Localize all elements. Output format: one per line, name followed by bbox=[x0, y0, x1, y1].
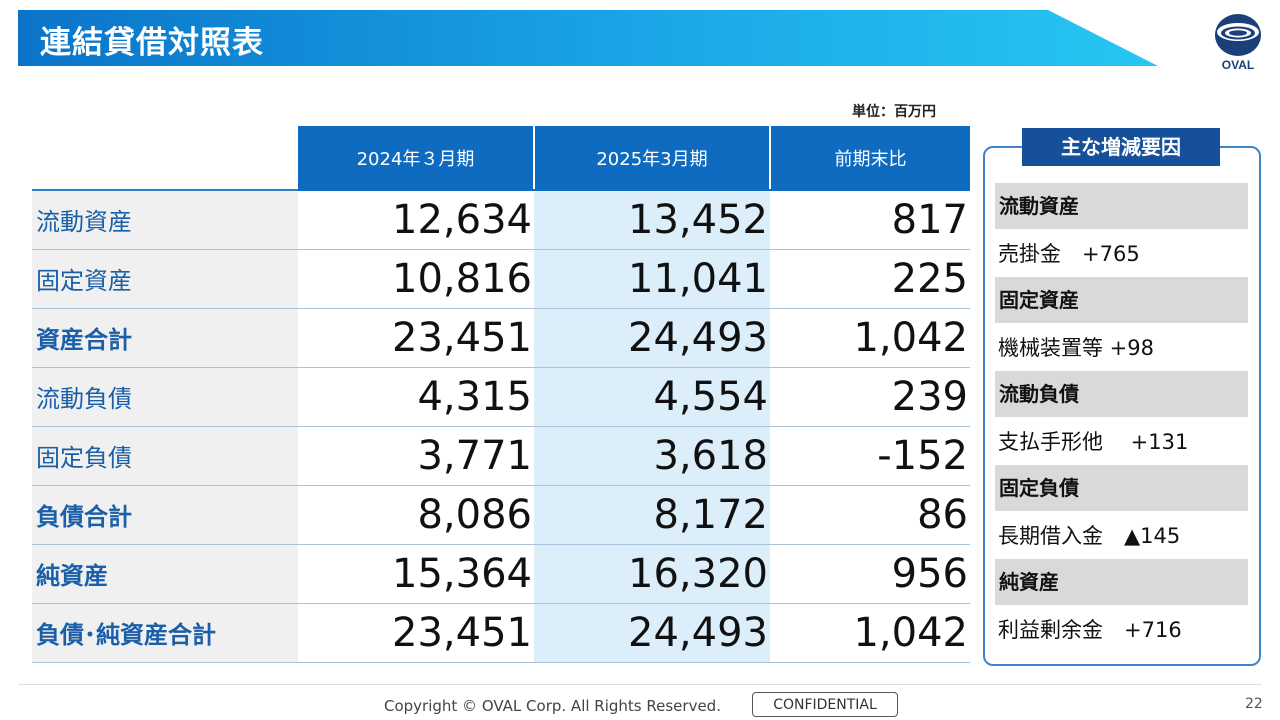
factor-heading: 流動負債 bbox=[995, 371, 1248, 417]
value-2025: 11,041 bbox=[534, 249, 770, 309]
table-row: 流動負債 4,315 4,554 239 bbox=[32, 367, 970, 427]
value-diff: 225 bbox=[770, 249, 970, 309]
table-row: 負債･純資産合計 23,451 24,493 1,042 bbox=[32, 603, 970, 663]
value-diff: 1,042 bbox=[770, 308, 970, 368]
value-diff: 1,042 bbox=[770, 603, 970, 663]
header-2025: 2025年3月期 bbox=[534, 126, 771, 191]
table-row: 固定負債 3,771 3,618 -152 bbox=[32, 426, 970, 486]
balance-sheet-table: 2024年３月期 2025年3月期 前期末比 流動資産 12,634 13,452 8… bbox=[32, 126, 970, 663]
value-2024: 23,451 bbox=[298, 308, 534, 368]
header-diff: 前期末比 bbox=[770, 126, 970, 191]
factor-heading: 固定負債 bbox=[995, 465, 1248, 511]
row-label: 負債･純資産合計 bbox=[32, 603, 298, 663]
copyright-text: Copyright © OVAL Corp. All Rights Reserv… bbox=[384, 697, 721, 715]
header-corner bbox=[32, 126, 298, 191]
value-2024: 4,315 bbox=[298, 367, 534, 427]
factor-detail: 支払手形他 +131 bbox=[998, 430, 1189, 454]
factor-heading: 純資産 bbox=[995, 559, 1248, 605]
value-diff: 817 bbox=[770, 190, 970, 250]
row-label: 固定資産 bbox=[32, 249, 298, 309]
factor-detail: 機械装置等 +98 bbox=[998, 336, 1154, 360]
value-2024: 12,634 bbox=[298, 190, 534, 250]
value-2025: 8,172 bbox=[534, 485, 770, 545]
value-2025: 24,493 bbox=[534, 308, 770, 368]
table-row: 負債合計 8,086 8,172 86 bbox=[32, 485, 970, 545]
table-row: 流動資産 12,634 13,452 817 bbox=[32, 190, 970, 250]
table-row: 固定資産 10,816 11,041 225 bbox=[32, 249, 970, 309]
value-2025: 3,618 bbox=[534, 426, 770, 486]
value-2025: 13,452 bbox=[534, 190, 770, 250]
factor-heading: 流動資産 bbox=[995, 183, 1248, 229]
value-diff: 86 bbox=[770, 485, 970, 545]
page-number: 22 bbox=[1245, 696, 1263, 712]
value-diff: -152 bbox=[770, 426, 970, 486]
value-diff: 239 bbox=[770, 367, 970, 427]
confidential-badge: CONFIDENTIAL bbox=[752, 692, 898, 717]
oval-logo-icon bbox=[1215, 14, 1261, 56]
value-2025: 16,320 bbox=[534, 544, 770, 604]
factor-detail: 長期借入金 ▲145 bbox=[998, 524, 1181, 548]
factors-title: 主な増減要因 bbox=[1022, 128, 1220, 166]
row-label: 流動負債 bbox=[32, 367, 298, 427]
header-2024: 2024年３月期 bbox=[298, 126, 535, 191]
oval-logo: OVAL bbox=[1208, 12, 1268, 74]
row-label: 固定負債 bbox=[32, 426, 298, 486]
table-row: 資産合計 23,451 24,493 1,042 bbox=[32, 308, 970, 368]
value-2025: 4,554 bbox=[534, 367, 770, 427]
factor-detail: 利益剰余金 +716 bbox=[998, 618, 1182, 642]
row-label: 負債合計 bbox=[32, 485, 298, 545]
factor-detail: 売掛金 +765 bbox=[998, 242, 1140, 266]
logo-text: OVAL bbox=[1221, 58, 1255, 72]
title-banner bbox=[18, 10, 1158, 66]
table-header-row: 2024年３月期 2025年3月期 前期末比 bbox=[32, 126, 970, 191]
row-label: 流動資産 bbox=[32, 190, 298, 250]
value-2024: 23,451 bbox=[298, 603, 534, 663]
value-diff: 956 bbox=[770, 544, 970, 604]
row-label: 純資産 bbox=[32, 544, 298, 604]
value-2024: 15,364 bbox=[298, 544, 534, 604]
value-2024: 8,086 bbox=[298, 485, 534, 545]
footer-divider bbox=[18, 684, 1262, 685]
page-title: 連結貸借対照表 bbox=[40, 25, 264, 61]
value-2024: 10,816 bbox=[298, 249, 534, 309]
value-2024: 3,771 bbox=[298, 426, 534, 486]
table-row: 純資産 15,364 16,320 956 bbox=[32, 544, 970, 604]
factor-heading: 固定資産 bbox=[995, 277, 1248, 323]
unit-label: 単位：百万円 bbox=[852, 104, 936, 120]
value-2025: 24,493 bbox=[534, 603, 770, 663]
row-label: 資産合計 bbox=[32, 308, 298, 368]
